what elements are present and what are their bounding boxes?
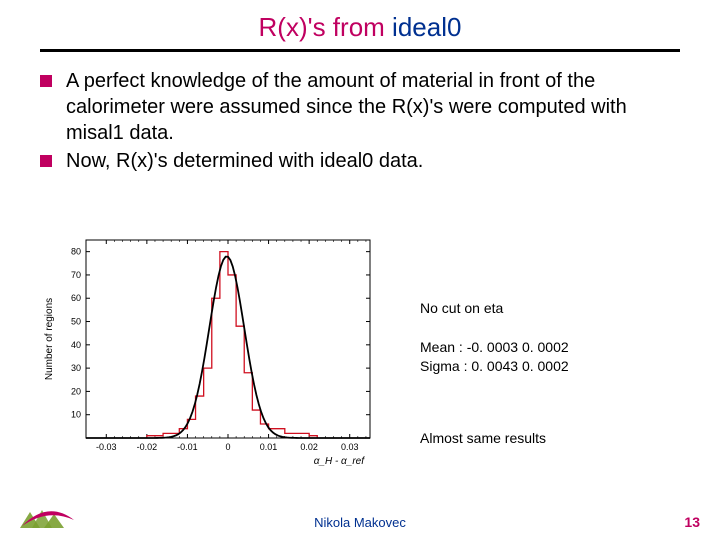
side-note-nocut: No cut on eta — [420, 300, 503, 316]
svg-text:0.01: 0.01 — [260, 442, 278, 452]
side-note-conclusion: Almost same results — [420, 430, 546, 446]
svg-text:50: 50 — [71, 317, 81, 327]
svg-text:30: 30 — [71, 363, 81, 373]
footer-author: Nikola Makovec — [0, 515, 720, 530]
svg-text:20: 20 — [71, 386, 81, 396]
svg-text:-0.02: -0.02 — [137, 442, 158, 452]
side-note-stats: Mean : -0. 0003 0. 0002 Sigma : 0. 0043 … — [420, 338, 569, 376]
svg-text:0.02: 0.02 — [300, 442, 318, 452]
bullet-text: Now, R(x)'s determined with ideal0 data. — [66, 148, 423, 174]
sigma-line: Sigma : 0. 0043 0. 0002 — [420, 357, 569, 376]
bullet-item: A perfect knowledge of the amount of mat… — [40, 68, 680, 146]
bullet-square-icon — [40, 155, 52, 167]
svg-text:α_H - α_ref: α_H - α_ref — [314, 456, 366, 467]
svg-text:-0.01: -0.01 — [177, 442, 198, 452]
histogram-chart: 10 20 30 40 50 60 70 80 -0.03 -0.02 -0.01 0 0.01 0.02… — [40, 228, 380, 468]
title-underline — [40, 49, 680, 52]
svg-text:40: 40 — [71, 340, 81, 350]
bullet-text: A perfect knowledge of the amount of mat… — [66, 68, 680, 146]
svg-text:80: 80 — [71, 247, 81, 257]
slide-title: R(x)'s from ideal0 — [259, 12, 462, 43]
svg-text:60: 60 — [71, 293, 81, 303]
svg-text:0: 0 — [225, 442, 230, 452]
svg-text:70: 70 — [71, 270, 81, 280]
mean-line: Mean : -0. 0003 0. 0002 — [420, 338, 569, 357]
page-number: 13 — [684, 514, 700, 530]
svg-text:Number of regions: Number of regions — [44, 298, 55, 380]
bullet-list: A perfect knowledge of the amount of mat… — [40, 68, 680, 174]
title-part1: R(x)'s from — [259, 12, 393, 42]
svg-text:-0.03: -0.03 — [96, 442, 117, 452]
bullet-item: Now, R(x)'s determined with ideal0 data. — [40, 148, 680, 174]
bullet-square-icon — [40, 75, 52, 87]
title-part2: ideal0 — [392, 12, 461, 42]
svg-text:0.03: 0.03 — [341, 442, 359, 452]
svg-text:10: 10 — [71, 410, 81, 420]
